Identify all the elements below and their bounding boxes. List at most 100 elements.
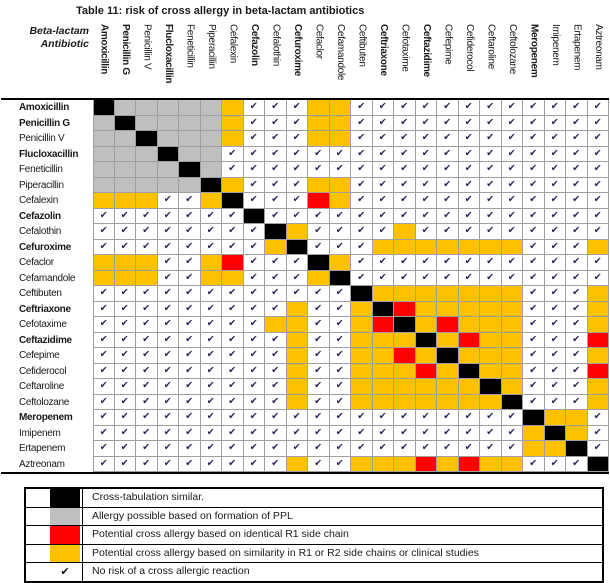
check-icon: ✔: [523, 332, 545, 348]
check-icon: ✔: [394, 162, 416, 178]
matrix-cell: [286, 317, 308, 333]
matrix-cell: [308, 193, 330, 209]
matrix-cell: [351, 301, 373, 317]
matrix-cell: [114, 146, 136, 162]
matrix-cell: [200, 193, 222, 209]
table-row: Ceftazidime ✔ ✔ ✔ ✔ ✔ ✔ ✔ ✔ ✔ ✔ ✔ ✔ ✔ ✔: [1, 332, 609, 348]
check-icon: ✔: [243, 255, 265, 271]
check-icon: ✔: [265, 270, 287, 286]
check-icon: ✔: [179, 193, 201, 209]
row-label-meropenem: Meropenem: [19, 412, 73, 423]
check-icon: ✔: [157, 286, 179, 302]
matrix-cell: [458, 332, 480, 348]
matrix-cell: [480, 239, 502, 255]
matrix-cell: [372, 379, 394, 395]
matrix-cell: [458, 301, 480, 317]
check-icon: ✔: [157, 363, 179, 379]
check-icon: ✔: [415, 224, 437, 240]
matrix-cell: [351, 456, 373, 472]
row-label-ceftibuten: Ceftibuten: [19, 288, 62, 299]
check-icon: ✔: [157, 239, 179, 255]
check-icon: ✔: [523, 131, 545, 147]
check-icon: ✔: [157, 193, 179, 209]
check-icon: ✔: [136, 363, 158, 379]
matrix-cell: [415, 363, 437, 379]
matrix-cell: [501, 317, 523, 333]
matrix-cell: [566, 410, 588, 426]
check-icon: ✔: [415, 193, 437, 209]
table-row: Flucloxacillin ✔ ✔ ✔ ✔ ✔ ✔ ✔ ✔ ✔ ✔ ✔ ✔ ✔ ✔ ✔ ✔ ✔ ✔: [1, 146, 609, 162]
matrix-cell: [394, 286, 416, 302]
column-header-ertapenem: Ertapenem: [571, 24, 583, 71]
table-row: Feneticillin ✔ ✔ ✔ ✔ ✔ ✔ ✔ ✔ ✔ ✔ ✔ ✔ ✔ ✔ ✔ ✔ ✔ ✔: [1, 162, 609, 178]
check-icon: ✔: [136, 425, 158, 441]
check-icon: ✔: [415, 270, 437, 286]
check-icon: ✔: [523, 379, 545, 395]
check-icon: ✔: [480, 131, 502, 147]
check-icon: ✔: [566, 270, 588, 286]
check-icon: ✔: [544, 301, 566, 317]
check-icon: ✔: [200, 363, 222, 379]
check-icon: ✔: [222, 363, 244, 379]
matrix-cell: [286, 301, 308, 317]
matrix-cell: [179, 162, 201, 178]
check-icon: ✔: [179, 317, 201, 333]
legend-label: Allergy possible based on formation of P…: [92, 509, 293, 522]
check-icon: ✔: [501, 425, 523, 441]
matrix-cell: [587, 239, 609, 255]
check-icon: ✔: [286, 410, 308, 426]
check-icon: ✔: [394, 193, 416, 209]
matrix-cell: [415, 301, 437, 317]
matrix-cell: [501, 379, 523, 395]
column-header-cefamandole: Cefamandole: [334, 24, 346, 81]
check-icon: ✔: [265, 441, 287, 457]
matrix-cell: [437, 363, 459, 379]
matrix-cell: [114, 255, 136, 271]
check-icon: ✔: [523, 100, 545, 116]
check-icon: ✔: [566, 177, 588, 193]
check-icon: ✔: [415, 441, 437, 457]
matrix-cell: [544, 410, 566, 426]
matrix-cell: [372, 456, 394, 472]
column-headers: Beta-lactam Antibiotic Amoxicillin Penici…: [1, 21, 609, 98]
check-icon: ✔: [415, 115, 437, 131]
check-icon: ✔: [566, 224, 588, 240]
matrix-cell: [222, 100, 244, 116]
matrix-cell: [286, 332, 308, 348]
check-icon: ✔: [587, 162, 609, 178]
check-icon: ✔: [308, 317, 330, 333]
column-header-aztreonam: Aztreonam: [592, 24, 604, 70]
check-icon: ✔: [179, 394, 201, 410]
matrix-cell: [480, 394, 502, 410]
check-icon: ✔: [114, 441, 136, 457]
check-icon: ✔: [329, 456, 351, 472]
matrix-cell: [501, 286, 523, 302]
check-icon: ✔: [222, 348, 244, 364]
check-icon: ✔: [308, 332, 330, 348]
check-icon: ✔: [501, 177, 523, 193]
column-header-cefuroxime: Cefuroxime: [291, 24, 303, 77]
check-icon: ✔: [114, 379, 136, 395]
legend-label: Potential cross allergy based on similar…: [92, 546, 479, 559]
matrix-cell: [308, 115, 330, 131]
check-icon: ✔: [501, 131, 523, 147]
column-header-imipenem: Imipenem: [549, 24, 561, 66]
matrix-cell: [437, 456, 459, 472]
check-icon: ✔: [200, 425, 222, 441]
check-icon: ✔: [351, 146, 373, 162]
check-icon: ✔: [329, 146, 351, 162]
check-icon: ✔: [329, 224, 351, 240]
matrix-cell: [437, 332, 459, 348]
check-icon: ✔: [415, 100, 437, 116]
check-icon: ✔: [566, 456, 588, 472]
check-icon: ✔: [222, 239, 244, 255]
matrix-cell: [351, 348, 373, 364]
check-icon: ✔: [286, 115, 308, 131]
matrix-cell: [480, 317, 502, 333]
check-icon: ✔: [523, 286, 545, 302]
matrix-cell: [200, 100, 222, 116]
matrix-cell: [286, 348, 308, 364]
check-icon: ✔: [523, 146, 545, 162]
matrix-cell: [222, 115, 244, 131]
matrix-cell: [587, 394, 609, 410]
